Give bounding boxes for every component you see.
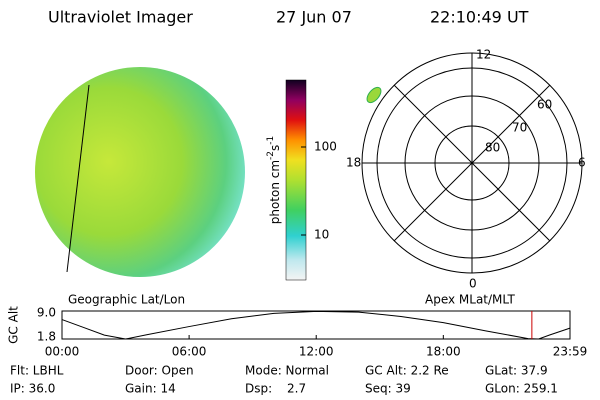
label-part: photon cm bbox=[268, 160, 282, 224]
lat-label: 80 bbox=[485, 141, 500, 155]
footer-field: Gain: 14 bbox=[125, 382, 176, 396]
label-part: s bbox=[268, 145, 282, 151]
label-part: -2 bbox=[266, 151, 276, 160]
lat-label: 70 bbox=[512, 121, 527, 135]
panel-label: Apex MLat/MLT bbox=[425, 293, 515, 307]
y-tick-label: 9.0 bbox=[37, 306, 56, 320]
footer-field: GC Alt: 2.2 Re bbox=[365, 364, 449, 378]
x-tick-label: 18:00 bbox=[426, 345, 461, 359]
mlt-label: 18 bbox=[346, 156, 361, 170]
time: 22:10:49 UT bbox=[430, 8, 529, 27]
footer-field: IP: 36.0 bbox=[10, 382, 55, 396]
colorbar-tick-label: 10 bbox=[314, 228, 329, 242]
x-tick-label: 00:00 bbox=[45, 345, 80, 359]
terminator-line bbox=[66, 84, 90, 273]
y-axis-label: GC Alt bbox=[7, 306, 21, 344]
x-tick-label: 12:00 bbox=[299, 345, 334, 359]
x-tick-label: 23:59 bbox=[553, 345, 588, 359]
y-tick-label: 1.8 bbox=[37, 330, 56, 344]
label-part: -1 bbox=[266, 136, 276, 145]
colorbar-label: photon cm-2s-1 bbox=[266, 136, 282, 225]
colorbar bbox=[285, 79, 307, 281]
x-tick-label: 06:00 bbox=[172, 345, 207, 359]
mlt-label: 12 bbox=[476, 48, 491, 62]
uv-image bbox=[35, 67, 245, 277]
footer-field: Dsp: bbox=[245, 382, 272, 396]
footer-field: Flt: LBHL bbox=[10, 364, 64, 378]
footer-field: GLat: 37.9 bbox=[485, 364, 548, 378]
footer-field: Door: Open bbox=[125, 364, 194, 378]
polar-grid bbox=[361, 52, 583, 274]
date: 27 Jun 07 bbox=[276, 8, 352, 27]
mlt-label: 0 bbox=[469, 277, 477, 291]
colorbar-tick-label: 100 bbox=[314, 140, 337, 154]
altitude-line bbox=[61, 310, 571, 340]
footer-field: 2.7 bbox=[287, 382, 306, 396]
aurora-spot bbox=[366, 86, 382, 104]
mlt-label: 6 bbox=[578, 156, 586, 170]
footer-field: Seq: 39 bbox=[365, 382, 411, 396]
footer-field: GLon: 259.1 bbox=[485, 382, 558, 396]
title: Ultraviolet Imager bbox=[48, 8, 193, 27]
lat-label: 60 bbox=[537, 98, 552, 112]
plot-frame bbox=[61, 310, 571, 340]
panel-label: Geographic Lat/Lon bbox=[68, 293, 185, 307]
footer-field: Mode: Normal bbox=[245, 364, 329, 378]
